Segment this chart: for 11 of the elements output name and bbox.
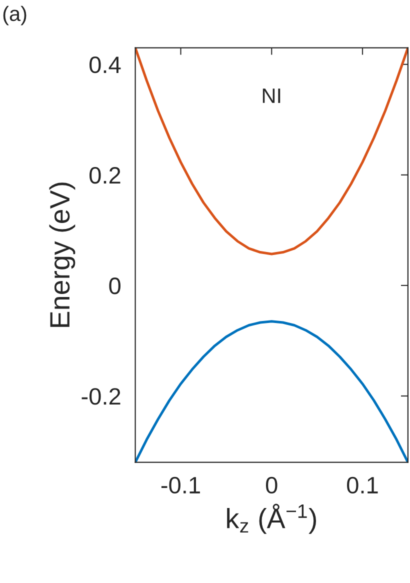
annotation: NI [262, 88, 280, 103]
x-tick-label: 0.1 [347, 476, 378, 494]
x-tick-label: -0.1 [161, 476, 200, 494]
y-tick-label: 0 [109, 278, 120, 294]
y-tick-label: 0.2 [90, 166, 120, 184]
text: (a) [3, 6, 26, 26]
y-tick-label: 0.4 [90, 56, 121, 74]
y-tick-label: -0.2 [82, 388, 120, 405]
x-tick-label: 0 [266, 476, 278, 494]
y-axis-title: Energy (eV) [49, 182, 76, 327]
x-axis-title: k$_{z}$ (Å$^{−1}$) [227, 504, 316, 534]
